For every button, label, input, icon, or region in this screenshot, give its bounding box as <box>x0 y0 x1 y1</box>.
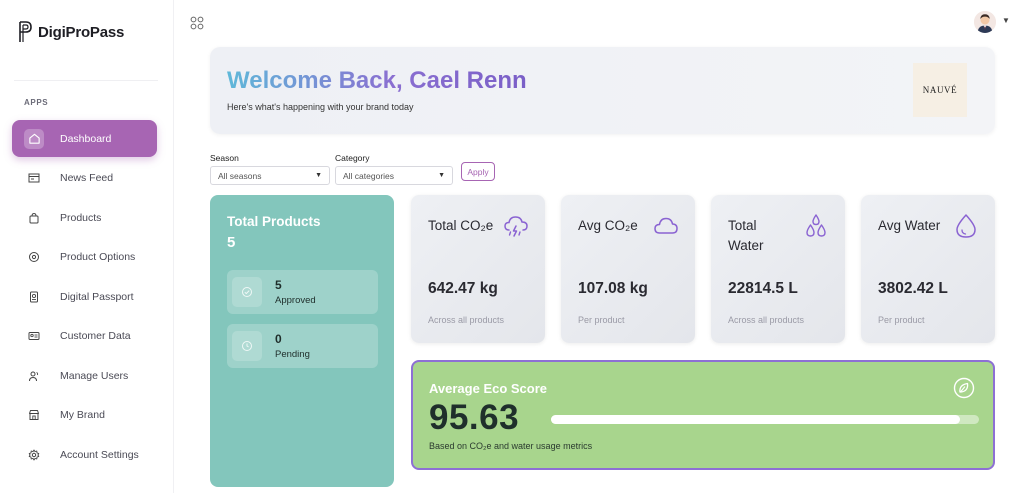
sidebar-item-news-feed[interactable]: News Feed <box>12 160 157 197</box>
welcome-banner: Welcome Back, Cael Renn Here's what's ha… <box>210 47 995 134</box>
leaf-icon <box>953 377 975 399</box>
welcome-title: Welcome Back, Cael Renn <box>227 67 527 94</box>
sidebar-item-label: My Brand <box>60 409 105 421</box>
sidebar-item-label: Customer Data <box>60 330 131 342</box>
app-logo[interactable]: DigiProPass <box>18 20 124 44</box>
sidebar-item-label: Products <box>60 211 102 224</box>
sidebar: DigiProPass APPS Dashboard News Feed Pro… <box>0 0 174 493</box>
user-menu-caret-icon[interactable]: ▼ <box>1002 16 1010 25</box>
metric-card-avg-co2e: Avg CO₂e 107.08 kg Per product <box>561 195 695 343</box>
metric-subtitle: Per product <box>578 315 625 325</box>
sidebar-item-label: Dashboard <box>60 132 112 145</box>
passport-icon <box>24 287 44 307</box>
sidebar-item-label: Account Settings <box>60 448 139 461</box>
chevron-down-icon: ▼ <box>438 172 445 179</box>
eco-score-value: 95.63 <box>429 398 520 437</box>
brand-logo: NAUVÉ <box>913 63 967 117</box>
sidebar-item-products[interactable]: Products <box>12 199 157 236</box>
season-filter: Season All seasons ▼ <box>210 153 330 185</box>
sidebar-item-label: News Feed <box>60 172 114 184</box>
sidebar-item-account-settings[interactable]: Account Settings <box>12 436 157 473</box>
check-circle-icon <box>232 277 262 307</box>
metric-title: Avg Water <box>878 218 941 233</box>
avatar-person-icon <box>974 11 996 33</box>
brand-logo-text: NAUVÉ <box>922 85 958 95</box>
welcome-subtitle: Here's what's happening with your brand … <box>227 102 414 112</box>
metric-card-total-co2e: Total CO₂e 642.47 kg Across all products <box>411 195 545 343</box>
metric-title: Avg CO₂e <box>578 218 638 233</box>
sidebar-item-customer-data[interactable]: Customer Data <box>12 318 157 355</box>
sidebar-item-digital-passport[interactable]: Digital Passport <box>12 278 157 315</box>
newspaper-icon <box>24 168 44 188</box>
total-products-title: Total Products <box>227 214 321 229</box>
id-card-icon <box>24 326 44 346</box>
eco-score-progress <box>551 415 979 424</box>
sidebar-item-product-options[interactable]: Product Options <box>12 239 157 276</box>
metric-value: 3802.42 L <box>878 280 948 297</box>
logo-mark-icon <box>19 21 32 42</box>
approved-count: 5 <box>275 278 282 292</box>
metric-card-avg-water: Avg Water 3802.42 L Per product <box>861 195 995 343</box>
gear-icon <box>24 445 44 465</box>
eco-score-card: Average Eco Score 95.63 Based on CO₂e an… <box>411 360 995 470</box>
chevron-down-icon: ▼ <box>315 172 322 179</box>
app-name: DigiProPass <box>38 23 125 41</box>
metric-subtitle: Across all products <box>728 315 805 325</box>
eco-score-title: Average Eco Score <box>429 381 548 396</box>
apps-grid-icon[interactable] <box>190 16 204 30</box>
pending-status: 0 Pending <box>227 324 378 368</box>
category-value: All categories <box>343 170 395 181</box>
water-drop-icon <box>956 214 976 238</box>
apply-button[interactable]: Apply <box>461 162 495 181</box>
options-icon <box>24 247 44 267</box>
metric-card-total-water: Total Water 22814.5 L Across all product… <box>711 195 845 343</box>
total-products-card: Total Products 5 5 Approved 0 Pending <box>210 195 394 487</box>
home-icon <box>24 128 44 149</box>
eco-score-subtitle: Based on CO₂e and water usage metrics <box>429 441 593 451</box>
pending-label: Pending <box>275 349 310 360</box>
metric-subtitle: Across all products <box>428 315 505 325</box>
total-products-count: 5 <box>227 234 236 251</box>
sidebar-divider <box>14 80 158 81</box>
metric-subtitle: Per product <box>878 315 925 325</box>
eco-score-progress-fill <box>551 415 961 424</box>
sidebar-item-label: Digital Passport <box>60 290 134 303</box>
users-icon <box>24 366 44 386</box>
sidebar-nav: Dashboard News Feed Products Product Opt… <box>12 120 157 476</box>
sidebar-item-dashboard[interactable]: Dashboard <box>12 120 157 157</box>
clock-icon <box>232 331 262 361</box>
approved-status: 5 Approved <box>227 270 378 314</box>
sidebar-item-manage-users[interactable]: Manage Users <box>12 357 157 394</box>
sidebar-item-label: Product Options <box>60 251 136 263</box>
cloud-icon <box>654 217 678 234</box>
store-icon <box>24 405 44 425</box>
category-select[interactable]: All categories ▼ <box>335 166 453 185</box>
metric-title: Total CO₂e <box>428 218 494 233</box>
category-filter: Category All categories ▼ <box>335 153 453 185</box>
season-select[interactable]: All seasons ▼ <box>210 166 330 185</box>
approved-label: Approved <box>275 295 316 306</box>
season-label: Season <box>210 153 239 163</box>
shopping-bag-icon <box>24 208 44 228</box>
sidebar-item-my-brand[interactable]: My Brand <box>12 397 157 434</box>
category-label: Category <box>335 153 370 163</box>
metric-value: 22814.5 L <box>728 280 798 297</box>
metric-value: 107.08 kg <box>578 280 648 297</box>
pending-count: 0 <box>275 332 282 346</box>
sidebar-section-label: APPS <box>24 98 49 107</box>
user-avatar[interactable] <box>974 11 996 33</box>
metric-value: 642.47 kg <box>428 280 498 297</box>
season-value: All seasons <box>218 170 262 181</box>
water-drops-icon <box>806 214 826 237</box>
sidebar-item-label: Manage Users <box>60 369 129 382</box>
storm-cloud-icon <box>504 216 528 237</box>
metric-title: Total Water <box>728 218 764 253</box>
